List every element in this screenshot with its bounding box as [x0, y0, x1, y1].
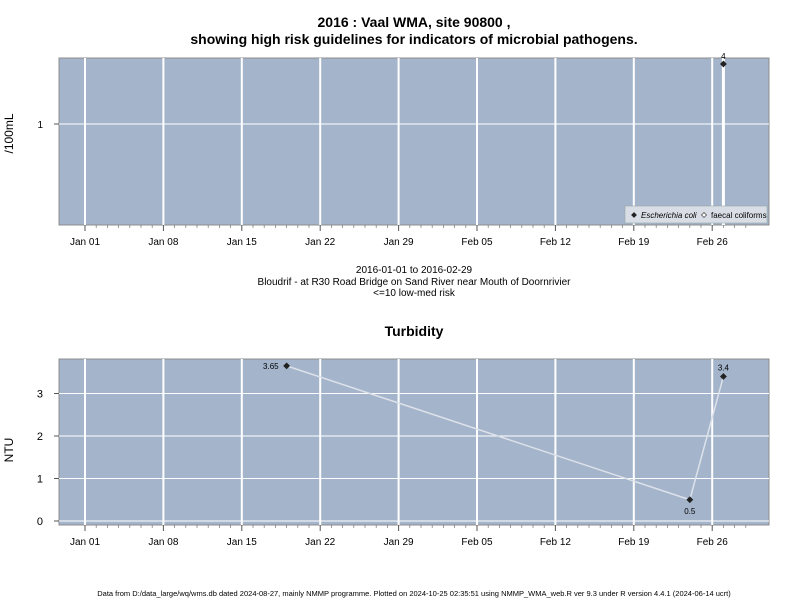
chart2-point [719, 373, 727, 380]
chart1-legend-marker-faecal [701, 212, 707, 218]
chart1-x-tick-label: Feb 12 [540, 237, 572, 248]
chart2-point [283, 362, 291, 370]
chart1-legend-label-ecoli: Escherichia coli [641, 211, 697, 220]
chart1-x-tick-label: Jan 29 [384, 237, 414, 248]
chart1-panel: Jan 01 Jan 08 Jan 15 Jan 22 Jan 29 Feb 05 Feb … [2, 52, 770, 248]
chart1-x-tick-label: Jan 08 [148, 237, 178, 248]
chart2-plot-area [58, 358, 770, 526]
chart1-caption-risk: <=10 low-med risk [373, 288, 456, 299]
chart1-point [719, 60, 727, 68]
chart1-y-axis-label: /100mL [2, 113, 16, 153]
chart1-plot-area [58, 57, 770, 226]
chart2-data-label: 3.65 [263, 362, 279, 371]
chart1-data-label: 4 [721, 52, 726, 61]
chart2-x-tick-label: Jan 01 [70, 537, 100, 548]
chart2-x-tick-label: Feb 26 [697, 537, 729, 548]
chart2-x-tick-label: Jan 15 [227, 537, 257, 548]
chart2-data-label: 0.5 [684, 507, 696, 516]
chart1-x-tick-label: Jan 22 [305, 237, 335, 248]
chart2-y-axis-label: NTU [2, 438, 16, 463]
chart1-y-tick-label: 1 [37, 120, 43, 131]
footer-note: Data from D:/data_large/wq/wms.db dated … [97, 589, 731, 598]
chart2-title: Turbidity [385, 323, 444, 339]
chart1-x-tick-label: Feb 05 [461, 237, 493, 248]
chart2-x-tick-label: Jan 22 [305, 537, 335, 548]
chart2-point [686, 496, 694, 504]
chart1-x-tick-label: Jan 01 [70, 237, 100, 248]
chart1-x-tick-label: Feb 26 [697, 237, 729, 248]
chart2-data-label: 3.4 [718, 364, 730, 373]
chart2-y-tick-label: 3 [37, 389, 43, 401]
chart2-panel: Jan 01 Jan 08 Jan 15 Jan 22 Jan 29 Feb 05 Feb … [2, 358, 770, 548]
chart1-x-tick-label: Jan 15 [227, 237, 257, 248]
chart1-title: 2016 : Vaal WMA, site 90800 , [318, 14, 511, 30]
chart1-caption-dates: 2016-01-01 to 2016-02-29 [356, 265, 473, 276]
chart1-subtitle: showing high risk guidelines for indicat… [190, 31, 637, 47]
chart2-x-tick-label: Feb 12 [540, 537, 572, 548]
chart2-y-tick-label: 2 [37, 431, 43, 443]
chart2-x-tick-label: Jan 29 [384, 537, 414, 548]
chart2-y-tick-label: 1 [37, 474, 43, 486]
chart2-x-tick-label: Feb 19 [618, 537, 650, 548]
chart1-x-tick-label: Feb 19 [618, 237, 650, 248]
chart2-x-tick-label: Jan 08 [148, 537, 178, 548]
chart1-legend-box [624, 205, 768, 224]
chart1-legend-label-faecal: faecal coliforms [711, 211, 767, 220]
chart2-y-tick-label: 0 [37, 516, 43, 528]
chart1-caption-site: Bloudrif - at R30 Road Bridge on Sand Ri… [258, 277, 572, 288]
chart2-x-tick-label: Feb 05 [461, 537, 493, 548]
chart1-legend-marker-ecoli [631, 212, 637, 218]
